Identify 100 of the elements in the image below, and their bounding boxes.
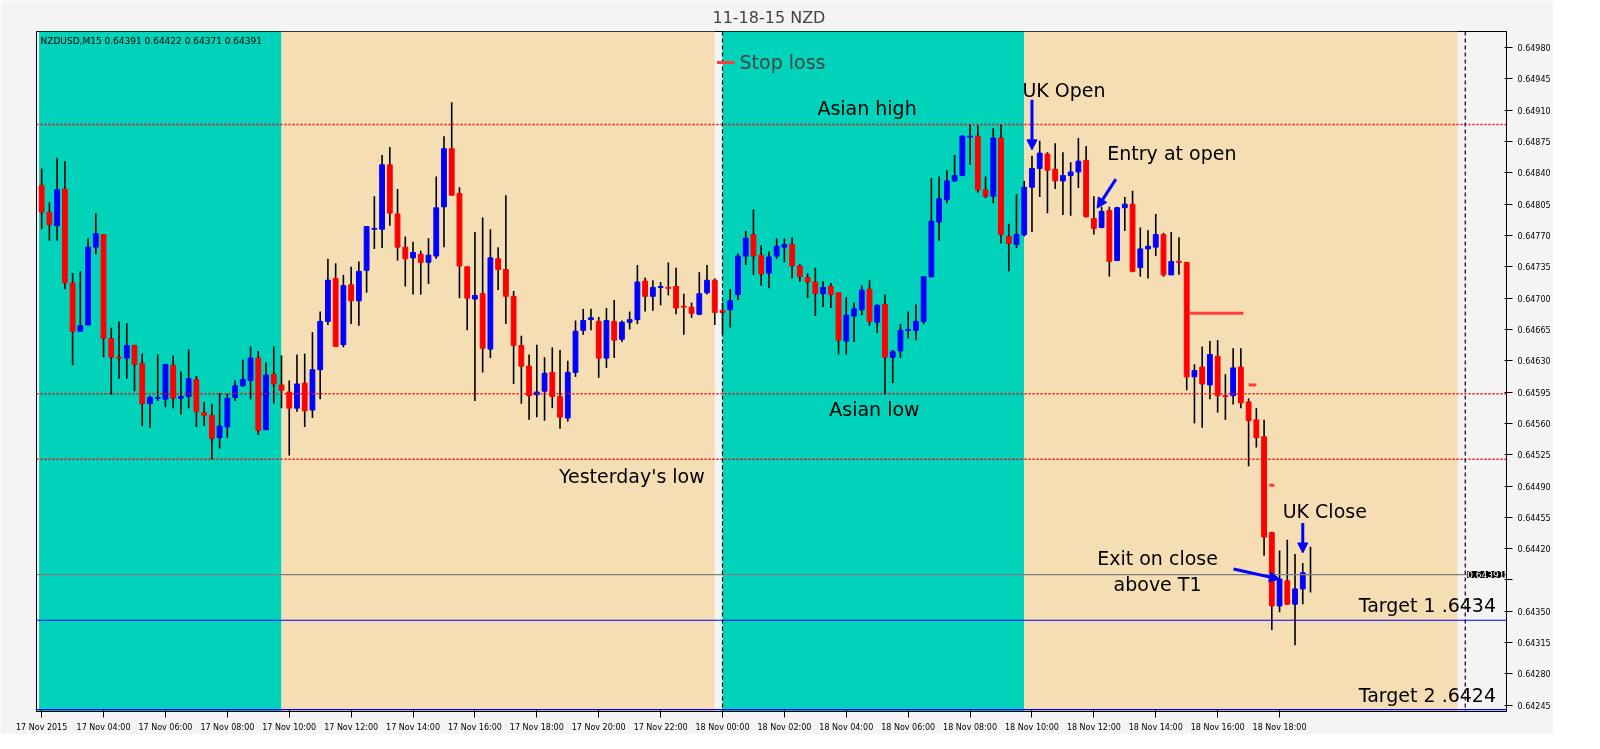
x-tick-label: 17 Nov 08:00 [200,722,255,732]
candlestick [611,299,618,359]
legend-label: Stop loss [739,51,826,73]
x-tick-label: 17 Nov 14:00 [386,722,440,732]
candlestick [1137,226,1144,278]
candlestick [1145,229,1151,280]
ref-line-label: Asian low [829,397,920,420]
y-tick-label: 0.64420 [1517,545,1551,555]
candlestick [541,356,548,422]
ref-line-label: 0.64391 [1467,570,1505,581]
candlestick [116,320,122,380]
ref-line-label: Yesterday's low [557,465,705,488]
candlestick [410,240,416,296]
candlestick [657,281,664,307]
candlestick [673,266,679,316]
y-tick-label: 0.64875 [1517,138,1551,148]
candlestick [858,284,865,316]
y-tick-label: 0.64945 [1517,75,1551,85]
candlestick [696,271,703,316]
candlestick [232,379,238,402]
candlestick [812,266,819,317]
candlestick [619,319,625,343]
candlestick [201,401,208,427]
candlestick [665,261,672,297]
candlestick [905,310,912,340]
candlestick [750,208,757,276]
annotation: UK Close [1282,499,1367,522]
x-tick-label: 17 Nov 12:00 [324,722,379,732]
candlestick [588,308,594,332]
y-tick-label: 0.64840 [1517,169,1551,179]
y-tick-label: 0.64665 [1517,325,1551,335]
candlestick [1168,231,1175,276]
x-tick-label: 18 Nov 12:00 [1066,722,1121,732]
candlestick [1191,363,1198,425]
candlestick [1044,151,1051,214]
y-tick-label: 0.64280 [1517,670,1551,680]
candlestick [982,175,989,199]
x-tick-label: 18 Nov 00:00 [695,722,750,732]
candlestick [766,250,772,290]
ref-line-label: Target 1 .6434 [1357,594,1497,617]
x-tick-label: 18 Nov 02:00 [757,722,812,732]
candlestick [789,236,796,280]
y-tick-label: 0.64700 [1517,294,1551,304]
candlestick [185,348,192,409]
y-tick-label: 0.64315 [1517,639,1551,649]
x-tick-label: 17 Nov 22:00 [633,722,688,732]
candlestick [239,359,246,388]
candlestick [1013,193,1020,249]
annotation: NZDUSD,M15 0.64391 0.64422 0.64371 0.64391 [40,35,262,46]
candlestick [247,345,254,401]
candlestick [1090,195,1097,236]
annotation: Exit on close above T1 [1097,546,1218,596]
candlestick [727,288,734,329]
candlestick [649,279,656,312]
candlestick [1005,223,1012,273]
candlestick [1176,236,1182,276]
y-tick-label: 0.64910 [1517,106,1551,116]
candlestick [943,169,950,205]
candlestick [642,276,649,313]
x-tick-label: 18 Nov 10:00 [1005,722,1059,732]
candlestick [580,308,587,336]
x-tick-label: 18 Nov 16:00 [1190,722,1245,732]
x-tick-label: 18 Nov 08:00 [943,722,998,732]
annotation: UK Open [1022,78,1106,101]
candlestick [77,270,84,333]
candlestick [123,322,130,380]
candlestick [1029,155,1035,233]
candlestick [1060,151,1066,216]
candlestick [178,370,184,416]
candlestick [889,349,896,384]
y-tick-label: 0.64595 [1517,388,1551,398]
candlestick [851,301,857,343]
x-tick-label: 17 Nov 18:00 [509,722,564,732]
candlestick [1067,161,1074,217]
y-tick-label: 0.64245 [1517,701,1551,711]
x-tick-label: 18 Nov 18:00 [1252,722,1307,732]
candlestick [348,266,355,325]
candlestick [1052,142,1059,190]
candlestick [1299,562,1306,605]
candlestick [913,303,919,341]
candlestick [897,323,904,359]
y-tick-label: 0.64805 [1517,200,1551,210]
candlestick [804,272,811,299]
x-tick-label: 17 Nov 16:00 [447,722,502,732]
y-tick-label: 0.64735 [1517,263,1551,273]
candlestick [758,244,765,287]
ref-line-label: Target 2 .6424 [1357,683,1497,706]
candlestick [495,246,502,291]
x-tick-label: 18 Nov 04:00 [819,722,874,732]
candlestick [936,175,943,242]
candlestick [472,231,478,402]
y-tick-label: 0.64525 [1517,451,1551,461]
candlestick [1152,213,1159,257]
y-tick-label: 0.64980 [1517,44,1551,54]
y-tick-label: 0.64560 [1517,419,1551,429]
x-tick-label: 18 Nov 06:00 [881,722,936,732]
candlestick [680,292,687,336]
annotation: Entry at open [1107,142,1237,165]
x-tick-label: 18 Nov 14:00 [1128,722,1183,732]
chart-title: 11-18-15 NZD [712,7,826,27]
